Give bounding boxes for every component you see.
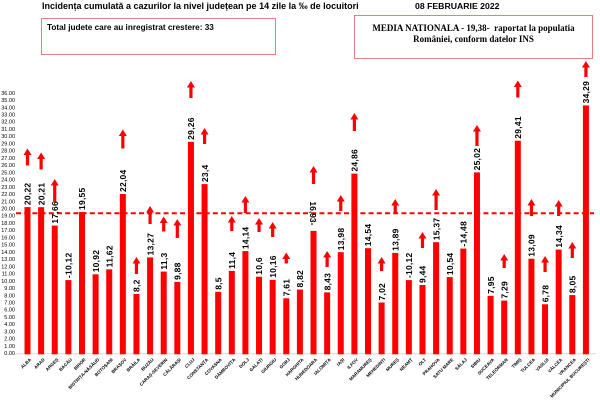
svg-text:17.00: 17.00 <box>1 228 15 234</box>
svg-text:20,21: 20,21 <box>36 183 46 206</box>
svg-text:7,61: 7,61 <box>281 279 291 297</box>
svg-text:14,34: 14,34 <box>554 225 564 248</box>
svg-text:21.00: 21.00 <box>1 199 15 205</box>
svg-text:7.00: 7.00 <box>4 301 15 307</box>
svg-text:ALBA: ALBA <box>20 357 33 370</box>
svg-text:14.00: 14.00 <box>1 250 15 256</box>
svg-text:22.00: 22.00 <box>1 192 15 198</box>
svg-text:8,05: 8,05 <box>568 276 578 294</box>
svg-text:29,26: 29,26 <box>186 117 196 140</box>
svg-text:25,02: 25,02 <box>472 148 482 171</box>
svg-text:13,89: 13,89 <box>390 228 400 251</box>
svg-text:8.00: 8.00 <box>4 293 15 299</box>
svg-text:17,66: 17,66 <box>50 201 60 224</box>
svg-text:NEAMȚ: NEAMȚ <box>399 357 414 372</box>
svg-text:7,02: 7,02 <box>377 283 387 301</box>
svg-text:4.00: 4.00 <box>4 322 15 328</box>
svg-text:20.00: 20.00 <box>1 207 15 213</box>
svg-text:0.00: 0.00 <box>4 351 15 357</box>
svg-text:SIBIU: SIBIU <box>470 357 482 369</box>
svg-text:DOLJ: DOLJ <box>238 357 250 369</box>
svg-text:1.00: 1.00 <box>4 344 15 350</box>
svg-text:ARGEȘ: ARGEȘ <box>45 357 61 373</box>
svg-text:23,4: 23,4 <box>200 165 210 183</box>
svg-text:10,92: 10,92 <box>91 250 101 273</box>
svg-text:35.00: 35.00 <box>1 98 15 104</box>
svg-text:18.00: 18.00 <box>1 221 15 227</box>
svg-text:8,2: 8,2 <box>132 279 142 292</box>
svg-text:SĂLAJ: SĂLAJ <box>453 356 468 371</box>
svg-text:5.00: 5.00 <box>4 315 15 321</box>
svg-text:13,09: 13,09 <box>527 234 537 257</box>
svg-text:BRĂILA: BRĂILA <box>125 356 142 373</box>
svg-text:13.00: 13.00 <box>1 257 15 263</box>
svg-text:10.00: 10.00 <box>1 279 15 285</box>
svg-text:23.00: 23.00 <box>1 185 15 191</box>
svg-text:IAȘI: IAȘI <box>336 357 346 367</box>
svg-text:16.00: 16.00 <box>1 235 15 241</box>
svg-text:OLT: OLT <box>418 357 428 367</box>
svg-text:24.00: 24.00 <box>1 178 15 184</box>
svg-text:26.00: 26.00 <box>1 163 15 169</box>
svg-text:6.00: 6.00 <box>4 308 15 314</box>
svg-text:9.00: 9.00 <box>4 286 15 292</box>
svg-text:22,04: 22,04 <box>118 169 128 192</box>
svg-text:14,54: 14,54 <box>363 224 373 247</box>
svg-text:8,5: 8,5 <box>213 277 223 290</box>
svg-text:32.00: 32.00 <box>1 120 15 126</box>
svg-text:9,44: 9,44 <box>418 265 428 283</box>
svg-text:29,41: 29,41 <box>513 116 523 139</box>
svg-text:2.00: 2.00 <box>4 337 15 343</box>
svg-text:19.00: 19.00 <box>1 214 15 220</box>
svg-text:8,82: 8,82 <box>295 270 305 288</box>
svg-text:13,98: 13,98 <box>336 228 346 251</box>
svg-text:10,16: 10,16 <box>268 255 278 278</box>
svg-text:29.00: 29.00 <box>1 141 15 147</box>
svg-text:11,4: 11,4 <box>227 252 237 269</box>
svg-text:31.00: 31.00 <box>1 127 15 133</box>
svg-text:36.00: 36.00 <box>1 91 15 97</box>
svg-text:28.00: 28.00 <box>1 149 15 155</box>
svg-text:33.00: 33.00 <box>1 113 15 119</box>
svg-text:10,54: 10,54 <box>445 253 455 276</box>
svg-text:14,14: 14,14 <box>241 227 251 250</box>
svg-text:-10,12: -10,12 <box>404 252 414 278</box>
svg-text:34.00: 34.00 <box>1 105 15 111</box>
svg-text:12.00: 12.00 <box>1 264 15 270</box>
svg-text:6,78: 6,78 <box>540 285 550 303</box>
svg-text:-14,48: -14,48 <box>459 221 469 247</box>
svg-text:BACĂU: BACĂU <box>57 356 73 372</box>
svg-text:25.00: 25.00 <box>1 170 15 176</box>
svg-text:30.00: 30.00 <box>1 134 15 140</box>
svg-text:15.00: 15.00 <box>1 243 15 249</box>
svg-text:-10,12: -10,12 <box>64 252 74 278</box>
svg-text:20,22: 20,22 <box>23 183 33 206</box>
svg-text:11,3: 11,3 <box>159 253 169 270</box>
svg-text:9,88: 9,88 <box>173 262 183 280</box>
svg-text:3.00: 3.00 <box>4 329 15 335</box>
svg-text:34,29: 34,29 <box>581 81 591 104</box>
svg-text:TULCEA: TULCEA <box>520 357 537 374</box>
svg-text:7,29: 7,29 <box>499 281 509 299</box>
svg-text:MUREȘ: MUREȘ <box>385 357 401 373</box>
svg-text:11.00: 11.00 <box>2 272 15 278</box>
svg-text:7,95: 7,95 <box>486 276 496 294</box>
svg-text:11,62: 11,62 <box>104 245 114 267</box>
svg-text:8,43: 8,43 <box>322 273 332 291</box>
svg-text:24,86: 24,86 <box>350 149 360 172</box>
svg-text:10,6: 10,6 <box>254 257 264 275</box>
svg-text:CLUJ: CLUJ <box>184 357 196 369</box>
svg-text:16,93-: 16,93- <box>308 201 318 225</box>
svg-text:13,27: 13,27 <box>145 233 155 256</box>
svg-text:27.00: 27.00 <box>1 156 15 162</box>
svg-text:19,55: 19,55 <box>77 187 87 210</box>
svg-text:15,37: 15,37 <box>431 218 441 241</box>
